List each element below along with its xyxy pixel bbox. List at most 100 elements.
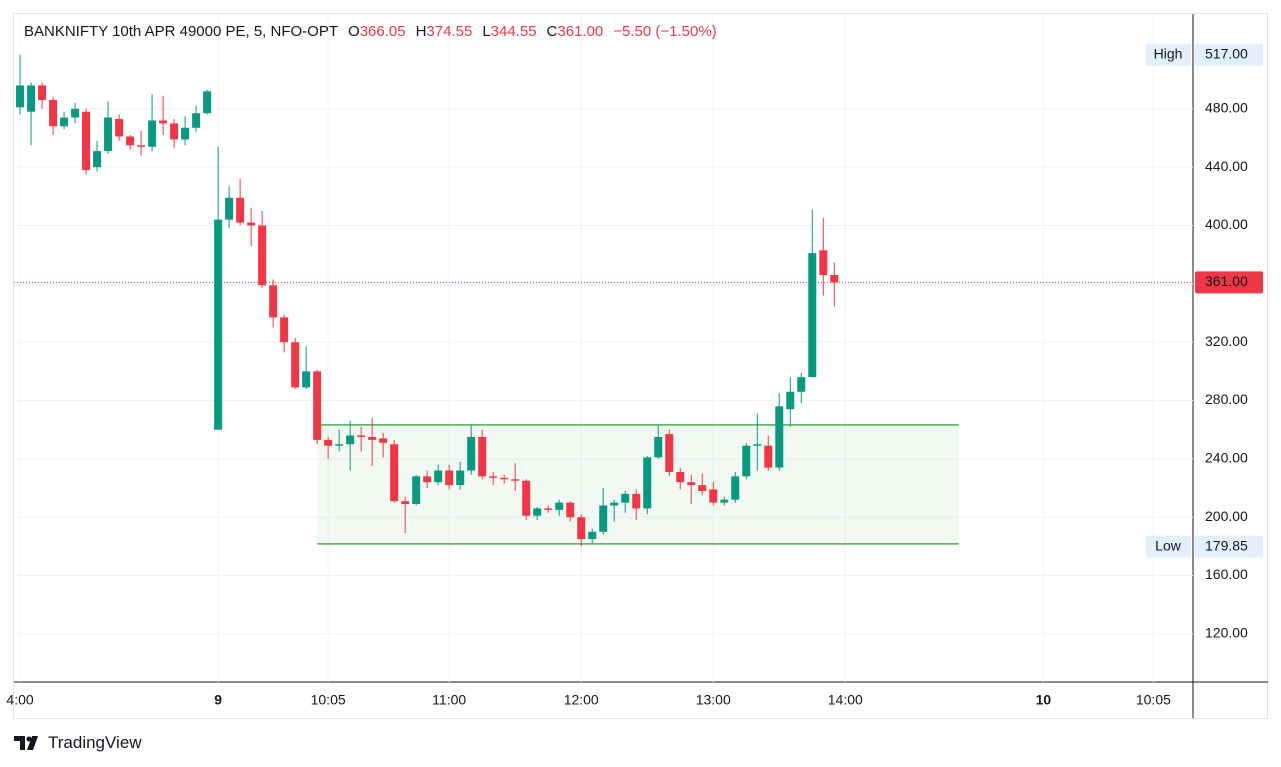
x-tick-label: 10:05 [1136, 692, 1171, 708]
candle-body [500, 477, 509, 480]
y-tick-label: 160.00 [1205, 566, 1248, 582]
candle-body [456, 470, 465, 486]
candle-body [159, 120, 168, 124]
candle-body [192, 113, 201, 128]
candle-body [412, 476, 421, 505]
y-tick-label: 480.00 [1205, 100, 1248, 116]
marker-name-box [1146, 43, 1191, 66]
y-tick-label: 200.00 [1205, 508, 1248, 524]
candle-body [291, 342, 300, 388]
y-tick-label: 400.00 [1205, 216, 1248, 232]
x-tick-label: 4:00 [6, 692, 33, 708]
price-marker-label: 179.85 [1205, 537, 1248, 553]
ohlc-value: 361.00 [557, 23, 604, 40]
candle-body [93, 151, 102, 168]
candle-body [49, 100, 58, 127]
ohlc-label: O [348, 23, 360, 40]
candle-body [764, 445, 773, 468]
ohlc-label: L [482, 23, 491, 40]
candle-body [269, 285, 278, 318]
candle-body [676, 471, 685, 483]
candle-body [115, 119, 124, 137]
symbol-legend: BANKNIFTY 10th APR 49000 PE, 5, NFO-OPT O… [24, 23, 717, 40]
candle-body [478, 436, 487, 477]
candle-body [731, 476, 740, 500]
candle-body [137, 145, 146, 147]
candle-body [775, 406, 784, 468]
candle-body [632, 493, 641, 509]
marker-name: High [1154, 46, 1183, 62]
candle-body [786, 391, 795, 410]
candle-body [522, 480, 531, 516]
y-tick-label: 120.00 [1205, 625, 1248, 641]
candle-body [346, 435, 355, 445]
candle-body [665, 434, 674, 472]
candle-body [104, 117, 113, 152]
candle-body [38, 85, 47, 101]
y-tick-label: 440.00 [1205, 158, 1248, 174]
candle-body [368, 436, 377, 440]
candle-body [709, 489, 718, 503]
candle-body [258, 225, 267, 286]
candle-body [214, 219, 223, 430]
candle-body [555, 502, 564, 510]
grid [14, 14, 1193, 682]
candle-body [511, 479, 520, 481]
ohlc-value: 344.55 [490, 23, 537, 40]
x-tick-label: 14:00 [828, 692, 863, 708]
candle-body [280, 317, 289, 343]
candle-body [577, 517, 586, 540]
y-tick-label: 280.00 [1205, 391, 1248, 407]
change: −5.50 (−1.50%) [613, 23, 717, 40]
candle-body [170, 123, 179, 140]
candle-body [390, 444, 399, 502]
candle-body [467, 436, 476, 471]
candle-body [401, 501, 410, 505]
brand-name: TradingView [48, 733, 142, 752]
ohlc-label: H [415, 23, 427, 40]
candle-body [82, 111, 91, 171]
candle-body [335, 444, 344, 446]
candle-body [434, 470, 443, 483]
candle-body [60, 117, 69, 127]
ohlc-values: O366.05 H374.55 L344.55 C361.00 [338, 23, 603, 40]
price-marker-box [1195, 535, 1263, 558]
x-tick-label: 13:00 [696, 692, 731, 708]
ohlc-value: 366.05 [359, 23, 406, 40]
x-tick-label: 12:00 [564, 692, 599, 708]
candle-body [588, 531, 597, 540]
ohlc-label: C [546, 23, 558, 40]
candle-body [379, 438, 388, 443]
price-marker-box [1195, 271, 1263, 294]
candle-body [830, 275, 839, 283]
candle-body [819, 250, 828, 276]
x-tick-label: 9 [214, 692, 222, 708]
price-marker-label: 517.00 [1205, 46, 1248, 62]
range-box [317, 424, 959, 544]
candle-body [324, 439, 333, 446]
candle-body [489, 476, 498, 478]
x-tick-label: 11:00 [432, 692, 466, 708]
marker-name-box [1146, 535, 1191, 558]
candle-body [148, 120, 157, 147]
ohlc-value: 374.55 [426, 23, 473, 40]
x-tick-label: 10 [1036, 692, 1052, 708]
candle-body [544, 508, 553, 510]
candle-body [753, 444, 762, 446]
candle-body [808, 253, 817, 378]
candle-body [610, 502, 619, 506]
candle-body [357, 435, 366, 437]
candle-body [445, 470, 454, 486]
candle-body [126, 136, 135, 146]
candle-body [654, 436, 663, 458]
candle-body [423, 476, 432, 483]
candle-body [203, 91, 212, 114]
candle-body [566, 502, 575, 518]
candle-body [621, 493, 630, 503]
brand[interactable]: TradingView [14, 733, 142, 753]
candle-body [27, 85, 36, 112]
symbol: BANKNIFTY 10th APR 49000 PE, 5, NFO-OPT [24, 23, 339, 40]
candle-body [533, 508, 542, 516]
candle-body [181, 127, 190, 140]
